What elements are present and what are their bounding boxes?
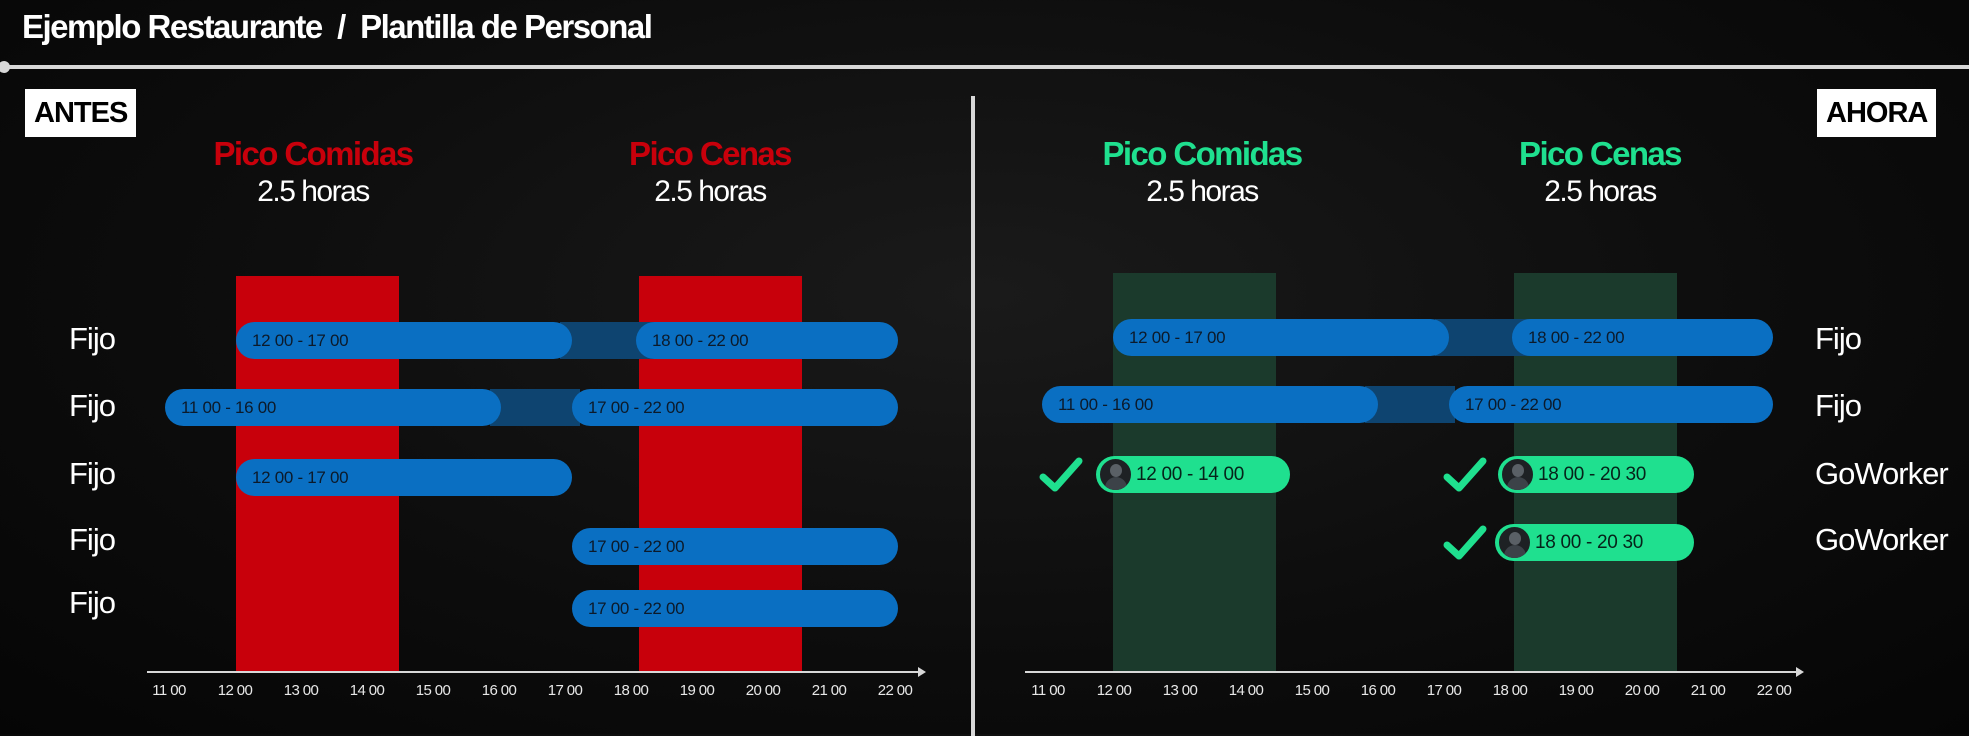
axis-tick-label: 18 00 bbox=[1492, 682, 1528, 699]
row-label: Fijo bbox=[69, 456, 116, 491]
row-label: Fijo bbox=[1815, 321, 1862, 356]
row-label: Fijo bbox=[69, 522, 116, 557]
worker-avatar-icon bbox=[1497, 525, 1532, 560]
peak-title-comidas-ahora: Pico Comidas bbox=[1102, 135, 1303, 172]
time-axis bbox=[1025, 671, 1797, 673]
row-label: Fijo bbox=[69, 585, 116, 620]
shift-bar: 12 00 - 17 00 bbox=[236, 322, 572, 359]
shift-bar: 11 00 - 16 00 bbox=[165, 389, 501, 426]
goworker-shift-label: 18 00 - 20 30 bbox=[1535, 532, 1644, 553]
row-label: Fijo bbox=[69, 321, 116, 356]
page-title: Ejemplo Restaurante / Plantilla de Perso… bbox=[22, 8, 653, 45]
shift-connector bbox=[490, 389, 580, 426]
axis-tick-label: 13 00 bbox=[1162, 682, 1198, 699]
peak-title-cenas-ahora: Pico Cenas bbox=[1519, 135, 1683, 172]
axis-tick-label: 15 00 bbox=[1294, 682, 1330, 699]
axis-tick-label: 12 00 bbox=[217, 682, 253, 699]
row-label: Fijo bbox=[69, 388, 116, 423]
goworker-shift-bar: 12 00 - 14 00 bbox=[1096, 456, 1290, 493]
axis-tick-label: 20 00 bbox=[1624, 682, 1660, 699]
shift-bar: 17 00 - 22 00 bbox=[572, 389, 898, 426]
ahora-badge: AHORA bbox=[1817, 89, 1937, 137]
goworker-shift-label: 18 00 - 20 30 bbox=[1538, 464, 1647, 485]
peak-subtitle-comidas-antes: 2.5 horas bbox=[257, 175, 370, 208]
header-divider bbox=[0, 65, 1969, 69]
check-icon bbox=[1443, 525, 1487, 560]
peak-subtitle-cenas-antes: 2.5 horas bbox=[654, 175, 767, 208]
peak-title-comidas-antes: Pico Comidas bbox=[213, 135, 414, 172]
shift-bar: 18 00 - 22 00 bbox=[1512, 319, 1773, 356]
peak-subtitle-comidas-ahora: 2.5 horas bbox=[1146, 175, 1259, 208]
worker-avatar-icon bbox=[1098, 457, 1133, 492]
goworker-shift-label: 12 00 - 14 00 bbox=[1136, 464, 1245, 485]
axis-tick-label: 19 00 bbox=[1558, 682, 1594, 699]
shift-bar: 17 00 - 22 00 bbox=[572, 528, 898, 565]
axis-tick-label: 15 00 bbox=[415, 682, 451, 699]
shift-bar: 12 00 - 17 00 bbox=[236, 459, 572, 496]
axis-tick-label: 14 00 bbox=[1228, 682, 1264, 699]
goworker-shift-bar: 18 00 - 20 30 bbox=[1498, 456, 1694, 493]
shift-bar: 17 00 - 22 00 bbox=[1449, 386, 1773, 423]
axis-tick-label: 22 00 bbox=[1756, 682, 1792, 699]
time-axis bbox=[147, 671, 919, 673]
axis-tick-label: 12 00 bbox=[1096, 682, 1132, 699]
shift-bar: 12 00 - 17 00 bbox=[1113, 319, 1449, 356]
antes-badge: ANTES bbox=[25, 89, 137, 137]
axis-tick-label: 14 00 bbox=[349, 682, 385, 699]
row-label: GoWorker bbox=[1815, 522, 1949, 557]
row-label: Fijo bbox=[1815, 388, 1862, 423]
axis-arrow bbox=[918, 667, 926, 677]
shift-connector bbox=[1365, 386, 1455, 423]
axis-tick-label: 19 00 bbox=[679, 682, 715, 699]
goworker-shift-bar: 18 00 - 20 30 bbox=[1495, 524, 1694, 561]
check-icon bbox=[1443, 457, 1487, 492]
axis-tick-label: 21 00 bbox=[811, 682, 847, 699]
axis-tick-label: 11 00 bbox=[152, 682, 186, 699]
worker-avatar-icon bbox=[1500, 457, 1535, 492]
axis-tick-label: 17 00 bbox=[547, 682, 583, 699]
axis-tick-label: 16 00 bbox=[1360, 682, 1396, 699]
axis-tick-label: 16 00 bbox=[481, 682, 517, 699]
axis-arrow bbox=[1796, 667, 1804, 677]
axis-tick-label: 17 00 bbox=[1426, 682, 1462, 699]
axis-tick-label: 18 00 bbox=[613, 682, 649, 699]
axis-tick-label: 20 00 bbox=[745, 682, 781, 699]
shift-bar: 11 00 - 16 00 bbox=[1042, 386, 1378, 423]
shift-bar: 18 00 - 22 00 bbox=[636, 322, 898, 359]
axis-tick-label: 11 00 bbox=[1031, 682, 1065, 699]
section-divider bbox=[971, 96, 975, 736]
axis-tick-label: 21 00 bbox=[1690, 682, 1726, 699]
axis-tick-label: 13 00 bbox=[283, 682, 319, 699]
axis-tick-label: 22 00 bbox=[877, 682, 913, 699]
row-label: GoWorker bbox=[1815, 456, 1949, 491]
check-icon bbox=[1039, 457, 1083, 492]
shift-bar: 17 00 - 22 00 bbox=[572, 590, 898, 627]
peak-subtitle-cenas-ahora: 2.5 horas bbox=[1544, 175, 1657, 208]
peak-title-cenas-antes: Pico Cenas bbox=[629, 135, 793, 172]
